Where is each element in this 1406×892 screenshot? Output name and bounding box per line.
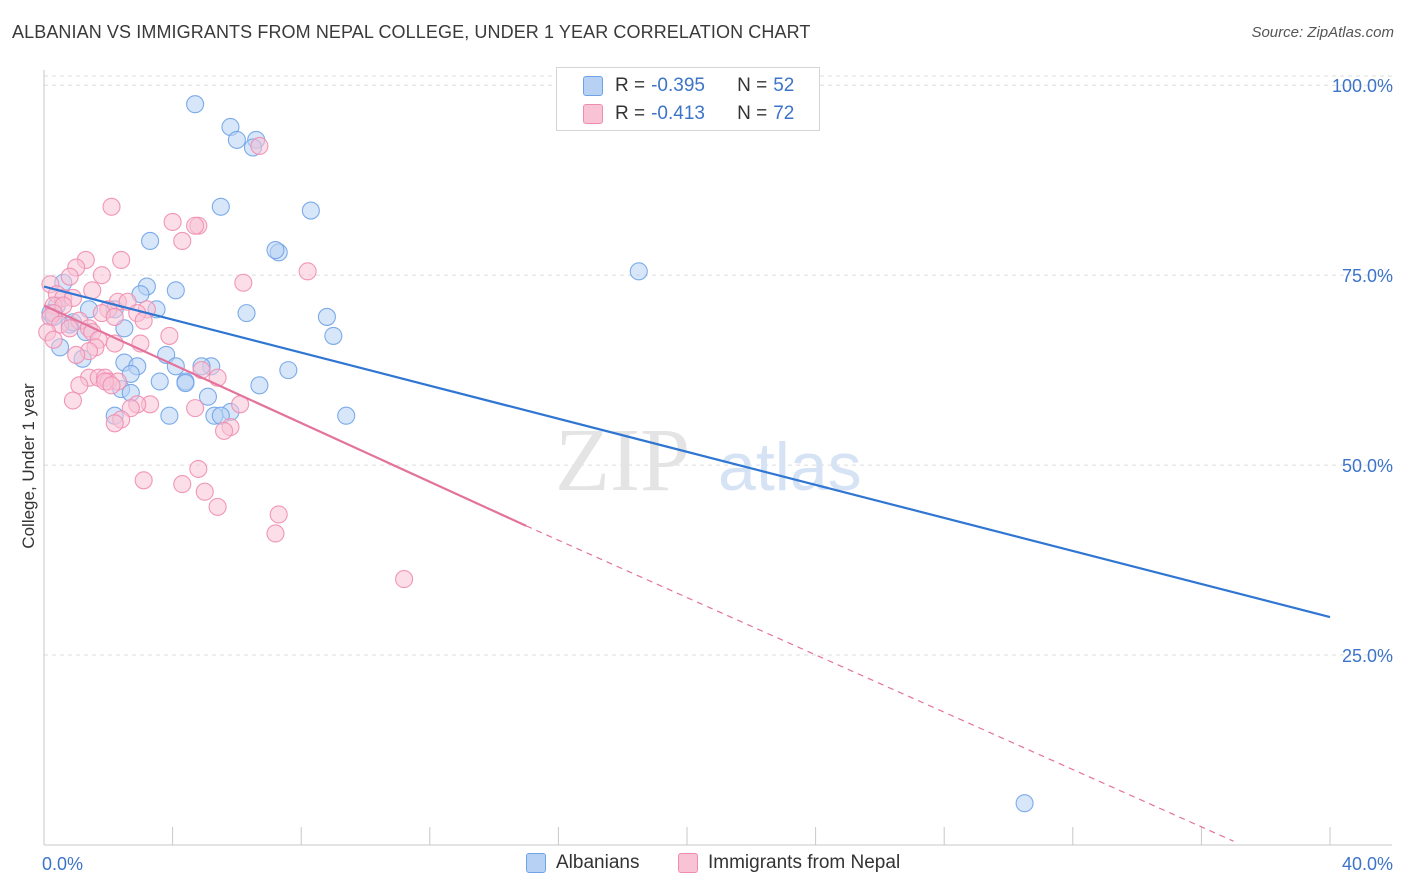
legend-swatch-albanians — [583, 76, 603, 96]
data-point — [192, 361, 211, 380]
data-point — [337, 406, 356, 425]
data-point — [160, 326, 179, 345]
data-point — [298, 262, 317, 281]
data-point — [1015, 794, 1034, 813]
legend-box: R = -0.395 N = 52 R = -0.413 N = 72 — [556, 67, 820, 131]
legend-r-value-nepal: -0.413 — [651, 103, 705, 124]
data-point — [214, 421, 234, 440]
series-albanians-points — [41, 95, 1034, 813]
data-point — [163, 212, 182, 232]
data-point — [266, 524, 285, 543]
data-point — [227, 130, 246, 149]
data-point — [176, 373, 195, 393]
trend-line-albanians — [43, 285, 1331, 619]
data-point — [211, 197, 230, 216]
source-credit: Source: ZipAtlas.com — [1251, 24, 1394, 41]
data-point — [629, 262, 648, 281]
legend-r-label: R = — [615, 75, 646, 96]
data-point — [395, 570, 414, 589]
data-point — [105, 414, 124, 433]
data-point — [269, 505, 288, 524]
data-point — [301, 201, 320, 220]
legend-n-label: N = — [737, 103, 768, 124]
data-point — [173, 475, 192, 494]
bottom-legend-albanians[interactable]: Albanians — [526, 852, 639, 874]
watermark-atlas: atlas — [718, 429, 862, 505]
y-tick-label: 100.0% — [1332, 76, 1393, 96]
bottom-legend-label-nepal: Immigrants from Nepal — [708, 852, 901, 873]
x-tick-label: 40.0% — [1342, 854, 1393, 874]
data-point — [92, 266, 111, 285]
legend-r-label: R = — [615, 103, 646, 124]
bottom-legend: Albanians Immigrants from Nepal — [0, 852, 1406, 878]
data-point — [234, 273, 253, 292]
data-point — [324, 326, 343, 345]
bottom-legend-label-albanians: Albanians — [556, 852, 640, 873]
data-point — [195, 482, 214, 501]
data-point — [186, 399, 205, 418]
legend-n-value-nepal: 72 — [773, 103, 795, 124]
data-point — [60, 267, 79, 286]
data-point — [112, 250, 131, 270]
y-axis-label: College, Under 1 year — [19, 383, 38, 549]
legend-row-albanians: R = -0.395 N = 52 — [557, 73, 794, 99]
y-tick-label: 75.0% — [1342, 266, 1393, 286]
data-point — [70, 376, 89, 395]
trend-lines — [43, 285, 1331, 842]
legend-n-label: N = — [737, 75, 768, 96]
bottom-legend-swatch-albanians — [526, 853, 546, 873]
y-tick-label: 25.0% — [1342, 646, 1393, 666]
legend-swatch-nepal — [583, 104, 603, 124]
data-point — [208, 497, 227, 516]
data-point — [279, 361, 298, 380]
bottom-legend-nepal[interactable]: Immigrants from Nepal — [678, 852, 900, 874]
data-point — [44, 330, 63, 349]
legend-r-value-albanians: -0.395 — [651, 75, 705, 96]
data-point — [67, 345, 86, 364]
trend-line-nepal — [526, 525, 1234, 842]
data-point — [60, 319, 79, 338]
data-point — [63, 391, 82, 410]
y-tick-label: 50.0% — [1342, 456, 1393, 476]
series-nepal-points — [38, 136, 414, 589]
data-point — [189, 459, 208, 478]
data-point — [160, 406, 179, 425]
chart-title: ALBANIAN VS IMMIGRANTS FROM NEPAL COLLEG… — [12, 22, 811, 42]
bottom-legend-swatch-nepal — [678, 853, 698, 873]
data-point — [237, 304, 256, 323]
data-point — [141, 231, 160, 251]
axes — [43, 70, 1392, 846]
legend-row-nepal: R = -0.413 N = 72 — [557, 101, 794, 127]
x-tick-label: 0.0% — [42, 854, 83, 874]
data-point — [102, 376, 121, 395]
data-point — [166, 281, 185, 300]
grid-lines — [44, 75, 1392, 656]
data-point — [317, 307, 336, 326]
data-point — [266, 241, 285, 260]
data-point — [105, 307, 124, 326]
data-point — [150, 372, 169, 391]
data-point — [173, 231, 192, 251]
tick-labels: 25.0% 50.0% 75.0% 100.0% 0.0% 40.0% — [42, 76, 1393, 874]
watermark-zip: ZIP — [555, 411, 690, 510]
data-point — [250, 376, 269, 395]
data-point — [134, 471, 153, 490]
trend-line-nepal — [43, 304, 527, 527]
data-point — [186, 95, 205, 114]
data-point — [198, 387, 218, 406]
data-point — [102, 197, 121, 216]
legend-n-value-albanians: 52 — [773, 75, 795, 96]
data-point — [250, 136, 269, 156]
data-point — [186, 216, 205, 235]
